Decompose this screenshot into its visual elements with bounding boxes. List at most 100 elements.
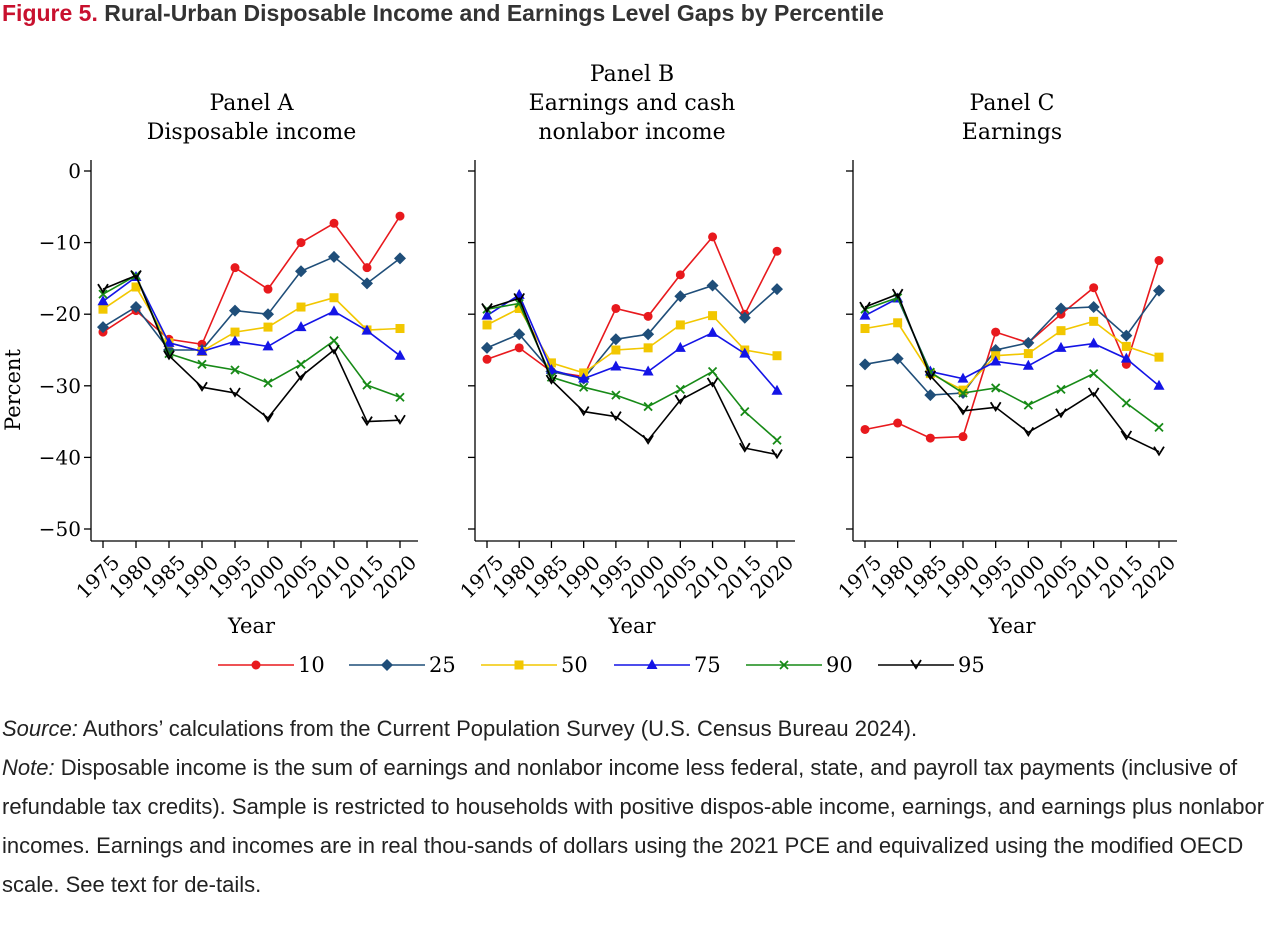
data-point-95 [163,350,175,361]
data-point-50 [230,327,240,337]
data-point-90 [329,336,339,346]
data-point-50 [546,358,556,368]
data-point-95 [610,411,622,422]
panel-title-line: Disposable income [147,120,356,145]
data-point-50 [675,320,685,330]
data-point-50 [395,324,405,334]
data-point-75 [97,295,109,306]
data-point-50 [263,322,273,332]
data-point-25 [1087,301,1100,314]
data-point-75 [957,372,969,383]
series-line-95 [864,293,1160,453]
data-point-10 [514,343,524,353]
data-point-90 [958,388,968,398]
data-point-25 [262,308,274,321]
series-25 [97,250,406,356]
legend-marker [779,660,789,670]
data-point-95 [130,270,142,281]
figure-title: Figure 5. Rural-Urban Disposable Income … [2,0,884,26]
data-point-50 [1154,352,1164,362]
data-point-95 [394,414,406,425]
series-95 [481,292,783,460]
panel-title-line: Earnings [962,120,1062,145]
data-point-50 [772,351,782,361]
series-line-10 [486,235,778,378]
series-line-10 [864,260,1160,439]
data-point-50 [98,304,108,314]
data-point-25 [738,311,751,324]
data-point-95 [97,283,109,294]
data-point-75 [262,340,274,351]
data-point-75 [163,336,175,347]
data-point-95 [1120,430,1133,441]
data-point-75 [328,305,340,316]
series-line-95 [486,297,778,456]
legend-item-90: 90 [746,653,853,677]
series-line-90 [102,274,401,399]
data-point-25 [130,301,142,314]
data-point-50 [329,293,339,303]
data-point-25 [1022,336,1035,349]
data-point-95 [229,387,241,398]
data-point-10 [958,432,968,442]
data-point-90 [991,383,1001,393]
data-point-75 [990,355,1002,366]
data-point-90 [740,406,750,417]
data-point-90 [98,289,108,299]
x-axis-title: Year [607,614,656,638]
data-point-95 [674,394,687,405]
series-line-50 [102,285,401,353]
data-point-75 [859,309,871,320]
data-point-10 [482,354,492,364]
legend-item-75: 75 [614,653,721,677]
data-point-25 [513,328,526,341]
panel-3: Panel CEarnings1975198019851990199520002… [833,91,1180,638]
data-point-10 [675,270,685,280]
series-line-75 [486,293,778,392]
data-point-25 [859,358,871,371]
panel-title-line: nonlabor income [538,120,725,145]
data-point-95 [1087,387,1100,398]
data-point-75 [1055,341,1067,352]
series-line-75 [864,297,1160,387]
series-line-95 [102,274,401,423]
legend-item-50: 50 [481,653,588,677]
data-point-25 [97,321,109,334]
series-75 [481,288,783,395]
note-lead: Note: [2,755,55,780]
data-point-50 [643,343,653,353]
data-point-10 [772,246,782,256]
data-point-90 [296,359,306,369]
data-point-90 [643,401,653,412]
data-point-10 [643,311,653,321]
figure-notes: Source: Authors’ calculations from the C… [2,709,1280,904]
data-point-75 [739,347,751,358]
legend-item-95: 95 [878,653,985,677]
data-point-10 [263,284,273,294]
data-point-50 [482,320,492,330]
data-point-75 [1120,352,1132,363]
data-point-25 [295,265,307,278]
series-line-50 [486,307,778,374]
data-point-95 [771,449,783,460]
note-text-block: Note: Disposable income is the sum of ea… [2,748,1280,904]
data-point-75 [394,349,406,360]
series-95 [97,270,406,427]
data-point-25 [1120,329,1133,342]
data-point-95 [642,434,654,445]
y-tick-label: −50 [39,517,81,541]
data-point-95 [859,301,871,312]
data-point-75 [295,321,307,332]
data-point-75 [610,360,622,371]
data-point-10 [395,211,405,221]
y-tick-label: −40 [39,445,81,469]
legend-label: 50 [561,653,588,677]
data-point-95 [481,302,493,314]
data-point-10 [296,238,306,248]
data-point-90 [395,392,405,402]
data-point-50 [958,385,968,395]
figure-title-text: Rural-Urban Disposable Income and Earnin… [104,0,884,26]
data-point-10 [893,418,903,428]
panel-title-line: Panel C [970,91,1055,116]
x-axis-title: Year [987,614,1036,638]
